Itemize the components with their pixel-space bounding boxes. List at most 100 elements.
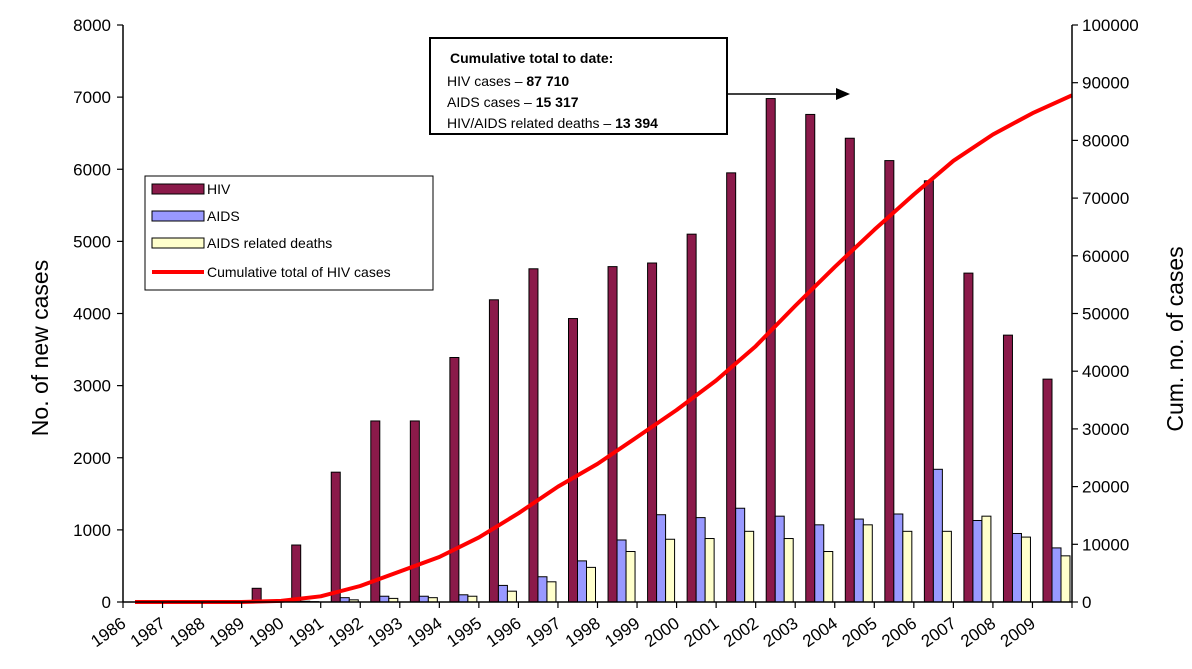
y2-tick-label: 70000 <box>1082 189 1129 208</box>
bar-aids-related-deaths-2002 <box>784 539 793 602</box>
y2-axis-title: Cum. no. of cases <box>1162 246 1188 431</box>
y2-tick-label: 100000 <box>1082 16 1139 35</box>
legend-label-hiv: HIV <box>207 181 231 197</box>
bar-aids-1995 <box>498 585 507 602</box>
bar-aids-1996 <box>538 577 547 602</box>
bar-aids-related-deaths-2009 <box>1061 556 1070 602</box>
x-tick-label: 1990 <box>246 614 288 651</box>
legend-swatch-aids <box>152 211 204 221</box>
x-tick-label: 2001 <box>681 614 723 651</box>
y-tick-label: 3000 <box>73 377 111 396</box>
bar-aids-2001 <box>736 508 745 602</box>
x-tick-label: 2003 <box>760 614 802 651</box>
x-tick-label: 1994 <box>404 614 446 651</box>
legend-label-aids: AIDS <box>207 208 240 224</box>
bar-aids-2004 <box>854 519 863 602</box>
legend: HIV AIDS AIDS related deaths Cumulative … <box>145 176 433 290</box>
legend-swatch-hiv <box>152 184 204 194</box>
bar-aids-2009 <box>1052 548 1061 602</box>
bar-aids-2008 <box>1012 533 1021 602</box>
x-tick-label: 1988 <box>166 614 208 651</box>
legend-label-deaths: AIDS related deaths <box>207 235 332 251</box>
x-tick-label: 1989 <box>206 614 248 651</box>
bar-hiv-1998 <box>608 267 617 602</box>
bar-hiv-1995 <box>489 300 498 602</box>
x-tick-label: 2006 <box>878 614 920 651</box>
bar-hiv-2002 <box>766 99 775 602</box>
y-tick-label: 0 <box>102 593 111 612</box>
x-tick-label: 1997 <box>522 614 564 651</box>
y-tick-label: 1000 <box>73 521 111 540</box>
y-tick-label: 6000 <box>73 160 111 179</box>
bars <box>252 99 1070 602</box>
y-axis-title: No. of new cases <box>27 260 53 436</box>
bar-aids-2007 <box>973 520 982 602</box>
bar-aids-1997 <box>578 561 587 602</box>
cumulative-total-annotation: Cumulative total to date: HIV cases – 87… <box>430 38 850 134</box>
annotation-deaths: HIV/AIDS related deaths – 13 394 <box>447 115 658 131</box>
bar-hiv-1990 <box>292 545 301 602</box>
x-tick-label: 2000 <box>641 614 683 651</box>
bar-aids-related-deaths-1998 <box>626 552 635 602</box>
x-tick-label: 2005 <box>839 614 881 651</box>
y2-tick-label: 10000 <box>1082 535 1129 554</box>
bar-hiv-1996 <box>529 269 538 602</box>
bar-aids-related-deaths-2005 <box>903 531 912 602</box>
y2-tick-label: 90000 <box>1082 74 1129 93</box>
bar-hiv-1994 <box>450 357 459 602</box>
y2-tick-label: 30000 <box>1082 420 1129 439</box>
y2-tick-label: 0 <box>1082 593 1091 612</box>
x-tick-label: 2009 <box>997 614 1039 651</box>
bar-aids-related-deaths-1997 <box>587 567 596 602</box>
bar-aids-related-deaths-1994 <box>468 596 477 602</box>
bar-aids-related-deaths-1995 <box>507 591 516 602</box>
x-tick-label: 1986 <box>87 614 129 651</box>
bar-hiv-2008 <box>1003 335 1012 602</box>
legend-label-cumulative: Cumulative total of HIV cases <box>207 264 391 280</box>
bar-aids-related-deaths-2006 <box>942 531 951 602</box>
annotation-heading: Cumulative total to date: <box>450 50 613 66</box>
bar-hiv-2000 <box>687 234 696 602</box>
annotation-hiv: HIV cases – 87 710 <box>447 73 569 89</box>
bar-aids-1998 <box>617 540 626 602</box>
bar-hiv-2004 <box>845 138 854 602</box>
bar-aids-1992 <box>380 596 389 602</box>
x-tick-label: 1999 <box>601 614 643 651</box>
y2-tick-label: 40000 <box>1082 362 1129 381</box>
y2-tick-label: 80000 <box>1082 131 1129 150</box>
bar-aids-related-deaths-2001 <box>745 531 754 602</box>
x-tick-label: 2002 <box>720 614 762 651</box>
bar-hiv-1992 <box>371 421 380 602</box>
y-tick-label: 5000 <box>73 232 111 251</box>
bar-hiv-1997 <box>569 319 578 602</box>
bar-hiv-1993 <box>410 421 419 602</box>
x-tick-label: 1995 <box>443 614 485 651</box>
legend-swatch-deaths <box>152 238 204 248</box>
bar-aids-2003 <box>815 525 824 602</box>
bar-aids-1999 <box>657 515 666 602</box>
bar-aids-related-deaths-2008 <box>1021 537 1030 602</box>
bar-hiv-2003 <box>806 114 815 602</box>
bar-aids-related-deaths-1996 <box>547 582 556 602</box>
bar-hiv-2001 <box>727 173 736 602</box>
x-tick-label: 1998 <box>562 614 604 651</box>
x-tick-label: 1996 <box>483 614 525 651</box>
x-tick-label: 1987 <box>127 614 169 651</box>
bar-aids-related-deaths-2004 <box>863 525 872 602</box>
x-tick-label: 1992 <box>325 614 367 651</box>
bar-aids-related-deaths-2000 <box>705 539 714 602</box>
x-tick-label: 1991 <box>285 614 327 651</box>
bar-hiv-2009 <box>1043 379 1052 602</box>
bar-aids-2000 <box>696 518 705 602</box>
bar-aids-1994 <box>459 595 468 602</box>
bar-hiv-2005 <box>885 161 894 602</box>
x-tick-label: 1993 <box>364 614 406 651</box>
bar-aids-2006 <box>933 469 942 602</box>
bar-hiv-2007 <box>964 273 973 602</box>
bar-aids-related-deaths-1999 <box>666 539 675 602</box>
bar-hiv-1999 <box>648 263 657 602</box>
annotation-arrow-head <box>836 88 850 100</box>
y2-tick-label: 60000 <box>1082 247 1129 266</box>
bar-aids-2005 <box>894 514 903 602</box>
y-tick-label: 2000 <box>73 449 111 468</box>
